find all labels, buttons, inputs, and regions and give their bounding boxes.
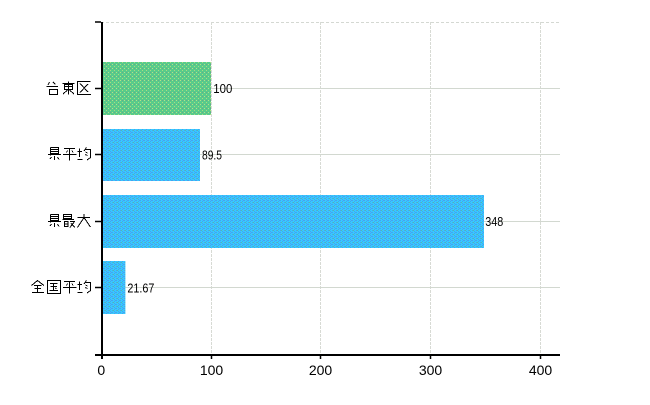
svg-text:300: 300 (419, 362, 443, 378)
svg-text:21.67: 21.67 (127, 281, 154, 296)
svg-text:100: 100 (213, 81, 232, 96)
svg-text:400: 400 (529, 362, 553, 378)
svg-text:0: 0 (97, 362, 105, 378)
svg-text:100: 100 (200, 362, 224, 378)
svg-text:200: 200 (309, 362, 333, 378)
svg-text:89.5: 89.5 (202, 148, 222, 163)
svg-text:348: 348 (485, 214, 503, 229)
